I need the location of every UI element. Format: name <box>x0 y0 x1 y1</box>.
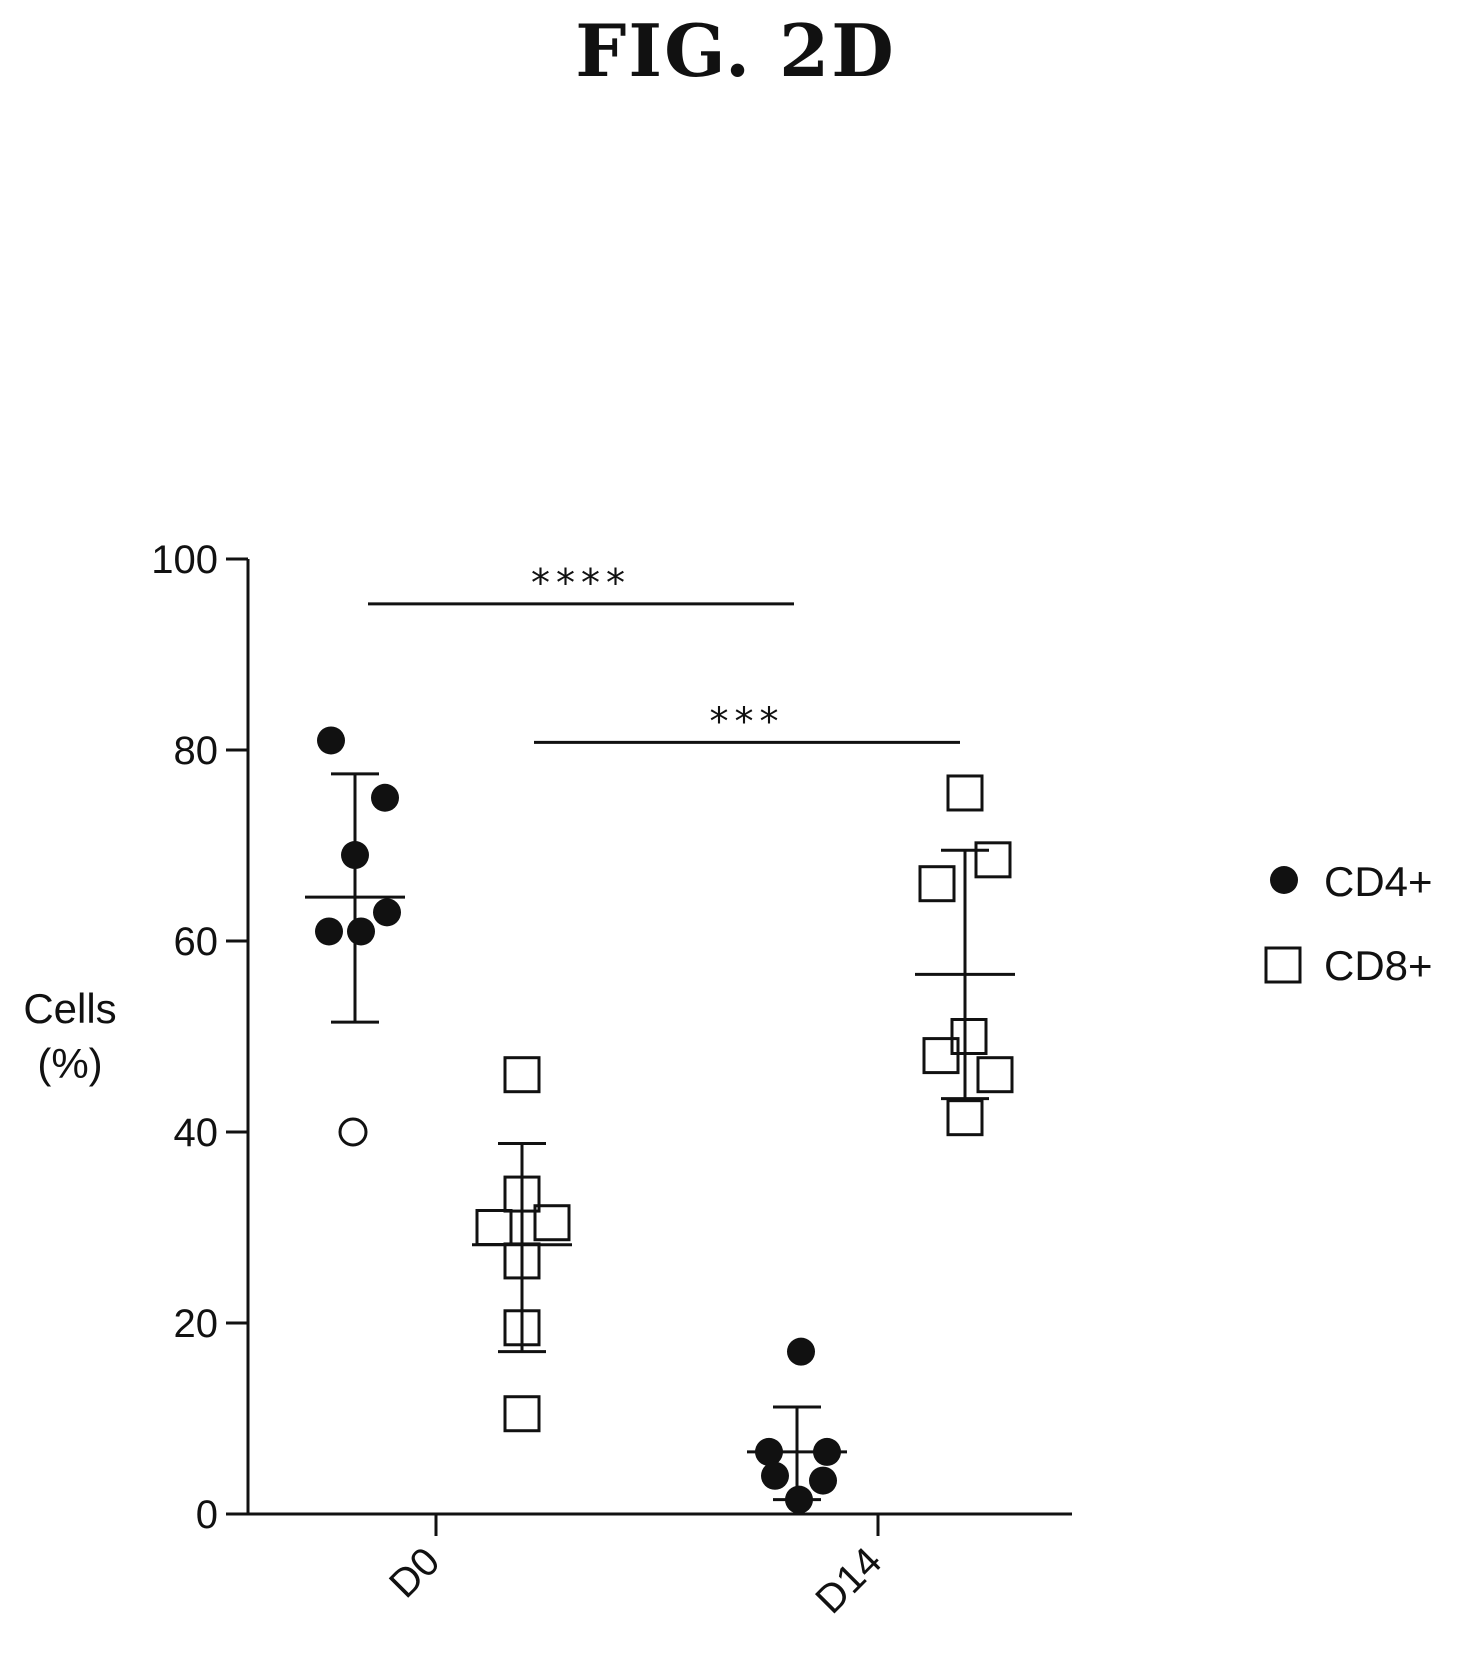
legend-label-cd8: CD8+ <box>1324 942 1433 989</box>
y-axis-label-line2: (%) <box>37 1040 102 1087</box>
y-tick-label: 40 <box>174 1111 219 1155</box>
x-tick-label: D0 <box>381 1539 448 1606</box>
cd8-point <box>503 1309 541 1347</box>
cd8-point <box>503 1242 541 1280</box>
cd4-point <box>347 917 375 946</box>
cd4-point <box>373 898 401 927</box>
legend-label-cd4: CD4+ <box>1324 858 1433 905</box>
y-axis-label-line1: Cells <box>23 985 116 1032</box>
cd8-point <box>503 1056 541 1094</box>
cd8-point <box>533 1204 571 1242</box>
cd4-point <box>755 1437 783 1466</box>
cd4-point <box>785 1485 813 1514</box>
cd4-point <box>317 726 345 755</box>
cd4-open-point <box>338 1117 368 1147</box>
cd4-point <box>371 783 399 812</box>
y-tick-label: 60 <box>174 920 219 964</box>
cd8-point <box>503 1395 541 1433</box>
y-tick-label: 0 <box>196 1493 218 1537</box>
cd8-point <box>475 1209 513 1246</box>
y-tick-label: 100 <box>151 538 218 582</box>
y-tick-label: 80 <box>174 729 219 773</box>
cd4-point <box>315 917 343 946</box>
x-ticks: D0 D14 <box>381 1514 890 1622</box>
legend: CD4+ CD8+ <box>1264 858 1433 989</box>
cd8-point <box>946 1099 984 1137</box>
cd4-point <box>761 1461 789 1490</box>
cd8-point <box>922 1037 960 1075</box>
x-tick-label: D14 <box>807 1539 890 1622</box>
error-bars <box>305 772 1015 1502</box>
cd8-point <box>918 865 956 903</box>
figure-title: FIG. 2D <box>575 8 896 93</box>
cd4-point <box>787 1337 815 1366</box>
cd4-point <box>813 1437 841 1466</box>
significance-label: **** <box>531 561 631 605</box>
cd4-point <box>809 1466 837 1495</box>
cd8-point <box>946 774 984 812</box>
y-tick-label: 20 <box>174 1302 219 1346</box>
cd8-point <box>974 841 1012 879</box>
cd8-point <box>976 1056 1014 1094</box>
significance-label: *** <box>710 699 785 743</box>
cd4-point <box>341 841 369 870</box>
cd8-point <box>503 1175 541 1213</box>
legend-marker-cd8 <box>1264 946 1302 984</box>
significance-brackets: ******* <box>368 561 960 744</box>
data-points <box>315 726 1014 1514</box>
cd8-point <box>950 1018 988 1055</box>
legend-marker-cd4 <box>1270 866 1298 894</box>
y-ticks: 0 20 40 60 80 100 <box>151 538 248 1537</box>
